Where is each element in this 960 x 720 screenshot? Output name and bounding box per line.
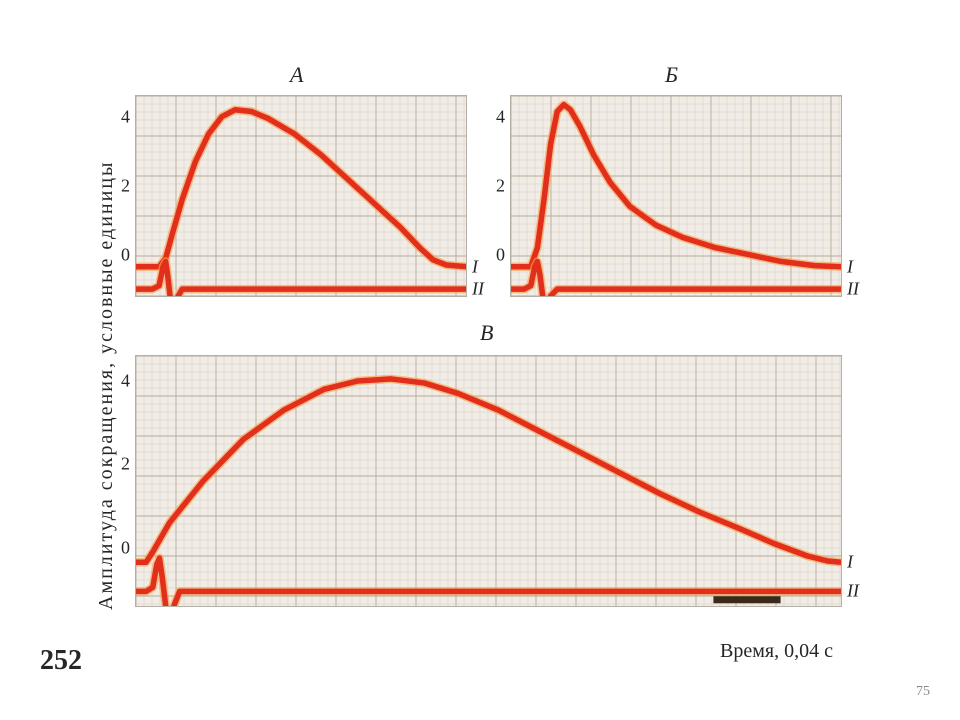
y-tick: 2 [121,454,130,475]
figure-stage: Амплитуда сокращения, условные единицы А… [0,0,960,720]
y-tick: 0 [121,244,130,265]
trace-label: I [472,256,478,277]
trace-label: II [472,279,484,300]
panel-svg [511,96,841,296]
y-tick: 4 [121,106,130,127]
slide-number: 75 [916,684,930,700]
panel-a-title: А [290,62,303,88]
panel-b-title: Б [665,62,678,88]
panel-v-title: В [480,320,493,346]
page-number: 252 [40,645,82,677]
x-axis-label: Время, 0,04 с [720,640,833,663]
y-tick: 2 [496,175,505,196]
y-tick: 0 [496,244,505,265]
trace-label: I [847,256,853,277]
panel-svg [136,96,466,296]
y-axis-label: Амплитуда сокращения, условные единицы [95,161,118,610]
panel-b: 024III [510,95,842,297]
trace-II [136,262,466,296]
trace-I [136,379,841,562]
trace-label: I [847,552,853,573]
y-tick: 4 [496,106,505,127]
trace-I [136,110,466,267]
trace-label: II [847,279,859,300]
y-tick: 4 [121,371,130,392]
panel-v: 024III [135,355,842,607]
y-tick: 2 [121,175,130,196]
trace-label: II [847,581,859,602]
panel-svg [136,356,841,606]
y-tick: 0 [121,537,130,558]
trace-I [511,105,841,267]
panel-a: 024III [135,95,467,297]
